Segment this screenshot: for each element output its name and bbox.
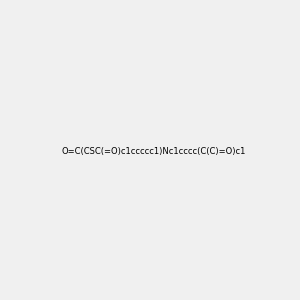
Text: O=C(CSC(=O)c1ccccc1)Nc1cccc(C(C)=O)c1: O=C(CSC(=O)c1ccccc1)Nc1cccc(C(C)=O)c1 — [61, 147, 246, 156]
